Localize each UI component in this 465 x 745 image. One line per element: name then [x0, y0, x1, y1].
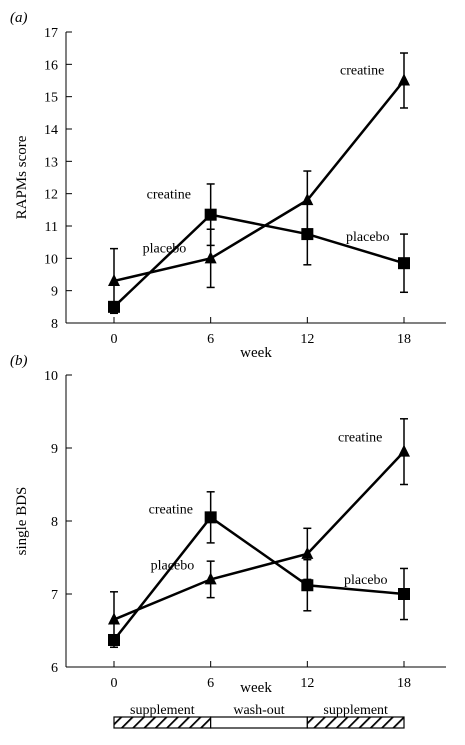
- data-point-square: [108, 633, 120, 646]
- data-point-triangle: [301, 546, 314, 559]
- y-tick-label: 8: [51, 317, 58, 332]
- timeline-segment: [306, 716, 405, 729]
- timeline-segment: [210, 716, 308, 729]
- y-tick-label: 14: [44, 123, 58, 138]
- series-annotation: creatine: [149, 502, 193, 517]
- timeline-label: wash-out: [233, 703, 284, 718]
- x-axis-title: week: [240, 680, 272, 696]
- y-tick-label: 15: [44, 91, 58, 106]
- y-tick-label: 8: [51, 515, 58, 530]
- y-tick-label: 11: [45, 220, 58, 235]
- x-tick-label: 0: [111, 332, 118, 347]
- data-point-square: [204, 511, 217, 524]
- series-annotation: creatine: [340, 64, 384, 79]
- panel-label: (a): [10, 10, 28, 26]
- y-tick-label: 13: [44, 155, 58, 170]
- timeline-segment: [113, 716, 212, 729]
- x-axis-title: week: [240, 345, 272, 361]
- series-placebo: [108, 491, 410, 646]
- timeline-label: supplement: [323, 703, 388, 718]
- data-point-triangle: [398, 73, 410, 86]
- series-line: [113, 79, 405, 283]
- series-annotation: placebo: [346, 230, 390, 245]
- y-tick-label: 17: [44, 26, 58, 41]
- y-tick-label: 9: [51, 285, 58, 300]
- data-point-triangle: [204, 251, 217, 264]
- series-line: [113, 450, 405, 621]
- chart-panel-b: (b) 6 7 8 9 10 0 6 12 18 week single BDS creatine cre…: [10, 353, 446, 696]
- chart-panel-a: (a) 8 9 10 11 12 13 14 15 16 17 0 6 12 18 week RAPMs sco…: [10, 10, 446, 361]
- data-point-triangle: [204, 572, 217, 585]
- timeline-label: supplement: [130, 703, 195, 718]
- y-tick-label: 6: [51, 661, 58, 676]
- data-point-triangle: [301, 193, 314, 206]
- data-point-square: [398, 588, 410, 600]
- y-tick-label: 10: [44, 252, 58, 267]
- y-tick-label: 7: [51, 588, 58, 603]
- series-annotation: placebo: [143, 241, 187, 256]
- timeline: supplement wash-out supplement: [113, 703, 405, 729]
- data-point-square: [108, 300, 120, 313]
- y-tick-label: 10: [44, 369, 58, 384]
- data-point-square: [301, 228, 314, 241]
- y-tick-label: 16: [44, 58, 58, 73]
- y-tick-label: 9: [51, 442, 58, 457]
- x-tick-label: 6: [207, 332, 214, 347]
- x-tick-label: 6: [207, 676, 214, 691]
- x-tick-label: 12: [300, 676, 314, 691]
- series-creatine: [108, 52, 410, 315]
- series-annotation: creatine: [147, 188, 191, 203]
- data-point-square: [301, 579, 314, 592]
- series-annotation: creatine: [338, 431, 382, 446]
- data-point-triangle: [108, 612, 120, 625]
- data-point-square: [204, 208, 217, 221]
- series-line: [113, 515, 405, 641]
- series-annotation: placebo: [151, 558, 195, 573]
- series-line: [113, 213, 405, 308]
- data-point-triangle: [108, 273, 120, 286]
- x-tick-label: 18: [397, 676, 411, 691]
- data-point-triangle: [398, 444, 410, 457]
- series-annotation: placebo: [344, 573, 388, 588]
- x-tick-label: 12: [300, 332, 314, 347]
- x-tick-label: 18: [397, 332, 411, 347]
- y-axis-title: RAPMs score: [14, 135, 30, 219]
- y-axis-title: single BDS: [14, 487, 30, 556]
- data-point-square: [398, 257, 410, 270]
- y-tick-label: 12: [44, 188, 58, 203]
- panel-label: (b): [10, 353, 28, 369]
- x-tick-label: 0: [111, 676, 118, 691]
- series-creatine: [108, 418, 410, 649]
- series-placebo: [108, 183, 410, 313]
